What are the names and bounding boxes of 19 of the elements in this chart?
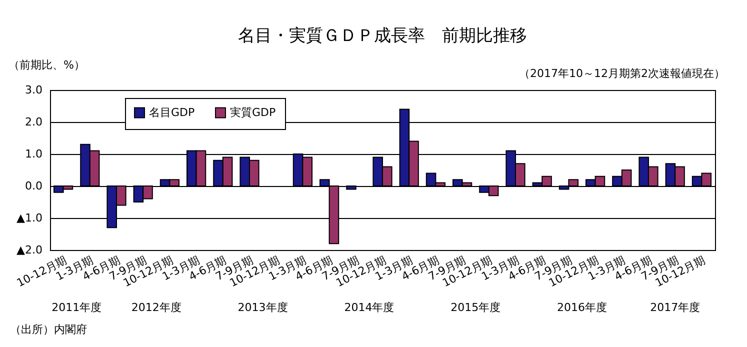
- text: 2011年度: [52, 301, 102, 314]
- y-tick-label: 2.0: [25, 116, 42, 128]
- text: 2012年度: [131, 301, 182, 314]
- chart-subtitle: （2017年10～12月期第2次速報値現在）: [519, 67, 725, 80]
- text: 2016年度: [557, 301, 607, 314]
- text: （出所）内閣府: [10, 323, 87, 336]
- y-tick-label: 3.0: [25, 84, 42, 96]
- text: 2014年度: [344, 301, 394, 314]
- text: 2013年度: [238, 301, 288, 314]
- y-tick-label: 0.0: [25, 180, 42, 192]
- y-tick-label: ▲2.0: [16, 244, 42, 256]
- y-tick-label: ▲1.0: [16, 212, 42, 224]
- y-axis-title: （前期比、%）: [8, 58, 85, 72]
- text: 2015年度: [450, 301, 501, 314]
- legend-label: 実質GDP: [230, 106, 276, 119]
- text: 2017年度: [650, 301, 700, 314]
- legend-label: 名目GDP: [149, 106, 195, 119]
- y-tick-label: 1.0: [25, 148, 42, 160]
- chart-title: 名目・実質ＧＤＰ成長率 前期比推移: [238, 26, 527, 46]
